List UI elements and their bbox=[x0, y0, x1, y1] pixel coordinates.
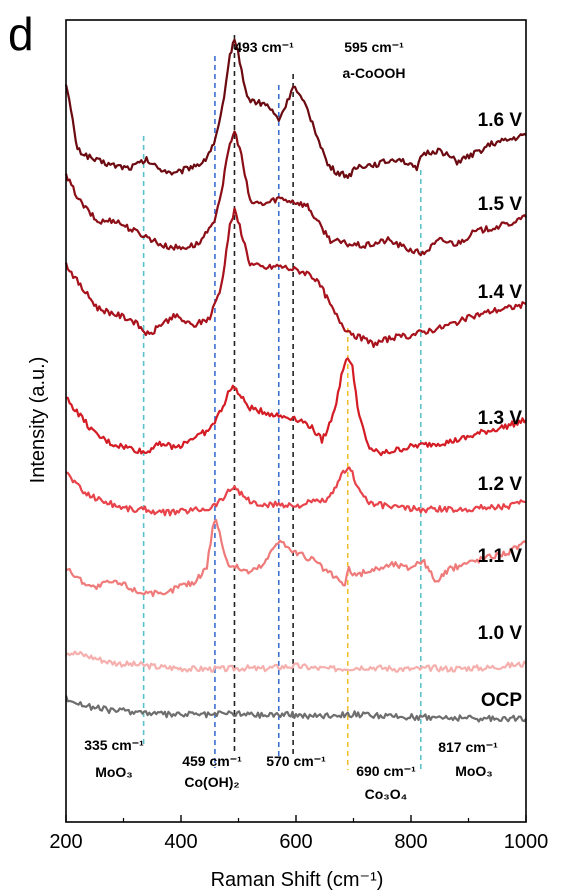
series-label: 1.5 V bbox=[478, 194, 523, 215]
series-label: 1.1 V bbox=[478, 546, 523, 567]
series-line-1.4v bbox=[64, 207, 527, 348]
peak-label-570: 570 cm⁻¹ bbox=[266, 753, 326, 769]
x-tick-label: 200 bbox=[49, 831, 82, 853]
x-tick-label: 400 bbox=[164, 831, 197, 853]
series-line-1.6v bbox=[64, 38, 527, 179]
peak-label-817: 817 cm⁻¹ bbox=[438, 739, 498, 755]
peak-annotations: 335 cm⁻¹ MoO₃ 459 cm⁻¹ Co(OH)₂ 493 cm⁻¹ 570 c… bbox=[84, 39, 498, 802]
y-axis-label: Intensity (a.u.) bbox=[27, 357, 49, 484]
x-tick-label: 1000 bbox=[504, 831, 549, 853]
peak-label-493: 493 cm⁻¹ bbox=[234, 39, 294, 55]
reference-lines bbox=[142, 35, 422, 772]
peak-assignment-595: a-CoOOH bbox=[343, 65, 406, 81]
peak-label-335: 335 cm⁻¹ bbox=[84, 737, 144, 753]
panel-label: d bbox=[8, 8, 34, 60]
peak-label-459: 459 cm⁻¹ bbox=[182, 753, 242, 769]
series-label: 1.3 V bbox=[478, 408, 523, 429]
peak-assignment-335: MoO₃ bbox=[95, 764, 133, 780]
series-line-1.1v bbox=[66, 518, 527, 598]
axes: 200 400 600 800 1000 bbox=[49, 19, 549, 853]
series-line-1.2v bbox=[65, 466, 527, 517]
series-label: 1.4 V bbox=[478, 282, 523, 303]
peak-label-690: 690 cm⁻¹ bbox=[356, 763, 416, 779]
series-label: OCP bbox=[481, 690, 523, 711]
peak-assignment-817: MoO₃ bbox=[455, 763, 493, 779]
x-axis-label: Raman Shift (cm⁻¹) bbox=[211, 869, 384, 891]
peak-assignment-459: Co(OH)₂ bbox=[184, 774, 239, 790]
series-line-1.5v bbox=[64, 130, 527, 257]
series-label: 1.2 V bbox=[478, 474, 523, 495]
series-label: 1.6 V bbox=[478, 110, 523, 131]
series-line-ocp bbox=[64, 695, 527, 723]
series-line-1.0v bbox=[65, 650, 527, 673]
series-label: 1.0 V bbox=[478, 623, 523, 644]
x-tick-label: 600 bbox=[279, 831, 312, 853]
series-line-1.3v bbox=[65, 357, 527, 457]
peak-label-595: 595 cm⁻¹ bbox=[344, 39, 404, 55]
spectra: 1.6 V 1.5 V 1.4 V 1.3 V 1.2 V 1.1 V 1.0 V OCP bbox=[64, 38, 527, 723]
x-tick-label: 800 bbox=[394, 831, 427, 853]
peak-assignment-690: Co₃O₄ bbox=[365, 786, 408, 802]
